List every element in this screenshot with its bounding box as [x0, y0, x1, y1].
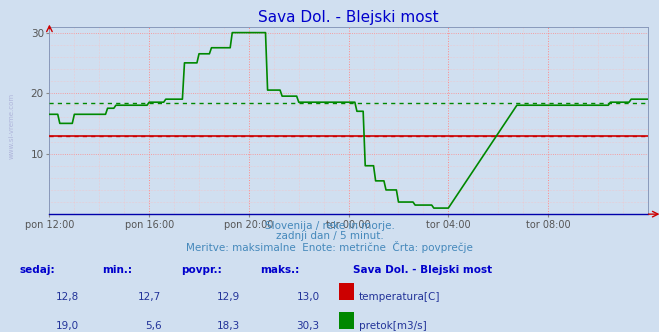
- Bar: [339, 283, 354, 300]
- Text: 19,0: 19,0: [56, 321, 79, 331]
- Text: zadnji dan / 5 minut.: zadnji dan / 5 minut.: [275, 231, 384, 241]
- Text: povpr.:: povpr.:: [181, 265, 222, 275]
- Title: Sava Dol. - Blejski most: Sava Dol. - Blejski most: [258, 10, 439, 25]
- Text: 13,0: 13,0: [297, 292, 320, 302]
- Text: maks.:: maks.:: [260, 265, 300, 275]
- Text: Sava Dol. - Blejski most: Sava Dol. - Blejski most: [353, 265, 492, 275]
- Text: 12,9: 12,9: [217, 292, 241, 302]
- Text: 12,7: 12,7: [138, 292, 161, 302]
- Text: Meritve: maksimalne  Enote: metrične  Črta: povprečje: Meritve: maksimalne Enote: metrične Črta…: [186, 241, 473, 253]
- Text: temperatura[C]: temperatura[C]: [359, 292, 441, 302]
- Text: 30,3: 30,3: [297, 321, 320, 331]
- Text: Slovenija / reke in morje.: Slovenija / reke in morje.: [264, 221, 395, 231]
- Text: 5,6: 5,6: [145, 321, 161, 331]
- Text: 18,3: 18,3: [217, 321, 241, 331]
- Text: pretok[m3/s]: pretok[m3/s]: [359, 321, 427, 331]
- Text: sedaj:: sedaj:: [20, 265, 55, 275]
- Text: www.si-vreme.com: www.si-vreme.com: [9, 93, 15, 159]
- Text: 12,8: 12,8: [56, 292, 79, 302]
- Text: min.:: min.:: [102, 265, 132, 275]
- Bar: [339, 312, 354, 329]
